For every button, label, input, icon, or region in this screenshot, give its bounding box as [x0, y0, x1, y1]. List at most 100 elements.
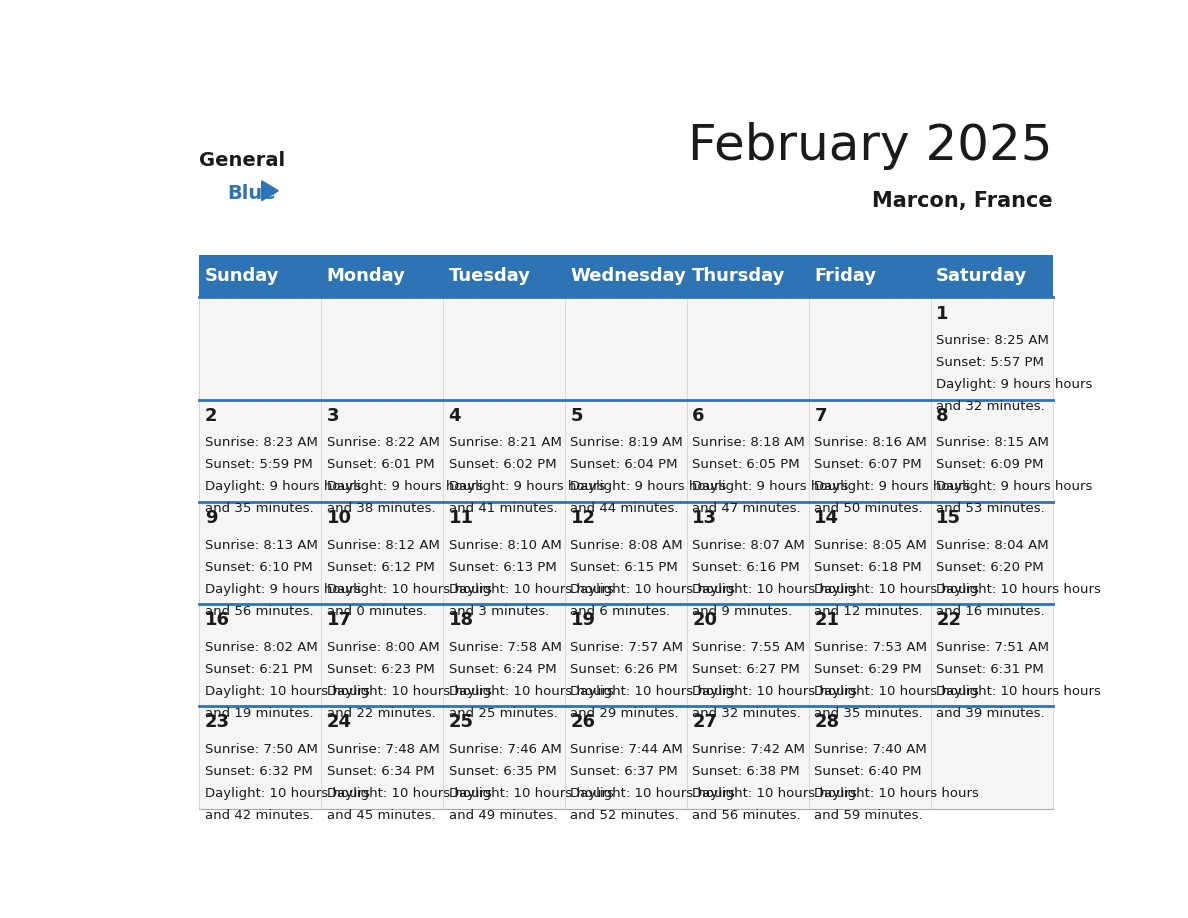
Text: General: General: [200, 151, 285, 170]
Text: and 29 minutes.: and 29 minutes.: [570, 707, 680, 720]
Text: Daylight: 9 hours hours: Daylight: 9 hours hours: [936, 480, 1093, 493]
Bar: [809, 604, 930, 706]
Text: Sunrise: 7:44 AM: Sunrise: 7:44 AM: [570, 743, 683, 756]
Text: Sunset: 6:21 PM: Sunset: 6:21 PM: [204, 663, 312, 676]
Text: Daylight: 10 hours hours: Daylight: 10 hours hours: [693, 787, 858, 800]
Text: Saturday: Saturday: [936, 267, 1028, 285]
Text: 9: 9: [204, 509, 217, 527]
Text: Daylight: 10 hours hours: Daylight: 10 hours hours: [570, 787, 735, 800]
Text: and 12 minutes.: and 12 minutes.: [814, 605, 923, 618]
Text: 26: 26: [570, 713, 595, 732]
Text: and 35 minutes.: and 35 minutes.: [204, 502, 314, 515]
Text: Daylight: 9 hours hours: Daylight: 9 hours hours: [327, 480, 484, 493]
Text: 25: 25: [449, 713, 474, 732]
Text: 4: 4: [449, 407, 461, 425]
Text: Sunset: 6:29 PM: Sunset: 6:29 PM: [814, 663, 922, 676]
Text: Sunset: 6:31 PM: Sunset: 6:31 PM: [936, 663, 1044, 676]
Text: 16: 16: [204, 611, 229, 629]
Text: Blue: Blue: [227, 185, 276, 204]
Text: and 56 minutes.: and 56 minutes.: [204, 605, 314, 618]
Bar: [930, 297, 1053, 399]
Text: 15: 15: [936, 509, 961, 527]
Text: Sunrise: 8:16 AM: Sunrise: 8:16 AM: [814, 436, 927, 450]
Text: Sunrise: 8:07 AM: Sunrise: 8:07 AM: [693, 539, 805, 552]
Text: Sunrise: 7:48 AM: Sunrise: 7:48 AM: [327, 743, 440, 756]
Text: 14: 14: [814, 509, 839, 527]
Text: 8: 8: [936, 407, 949, 425]
Text: 18: 18: [449, 611, 474, 629]
Bar: [565, 706, 687, 809]
Text: February 2025: February 2025: [688, 122, 1053, 170]
Text: and 41 minutes.: and 41 minutes.: [449, 502, 557, 515]
Text: and 53 minutes.: and 53 minutes.: [936, 502, 1045, 515]
Text: Sunrise: 8:10 AM: Sunrise: 8:10 AM: [449, 539, 561, 552]
Bar: [443, 706, 565, 809]
Text: 12: 12: [570, 509, 595, 527]
Text: Daylight: 10 hours hours: Daylight: 10 hours hours: [693, 583, 858, 596]
Polygon shape: [261, 181, 278, 201]
Text: Daylight: 10 hours hours: Daylight: 10 hours hours: [204, 685, 369, 698]
Bar: [930, 399, 1053, 502]
Bar: [443, 502, 565, 604]
Bar: [565, 297, 687, 399]
Text: 11: 11: [449, 509, 474, 527]
Text: Sunrise: 7:46 AM: Sunrise: 7:46 AM: [449, 743, 561, 756]
Text: Sunset: 6:12 PM: Sunset: 6:12 PM: [327, 561, 435, 574]
Text: Wednesday: Wednesday: [570, 267, 687, 285]
Text: and 50 minutes.: and 50 minutes.: [814, 502, 923, 515]
Text: 7: 7: [814, 407, 827, 425]
Text: Sunset: 6:09 PM: Sunset: 6:09 PM: [936, 458, 1044, 472]
Text: and 32 minutes.: and 32 minutes.: [936, 400, 1045, 413]
Text: Sunset: 6:40 PM: Sunset: 6:40 PM: [814, 765, 922, 778]
Bar: [930, 604, 1053, 706]
Text: Daylight: 9 hours hours: Daylight: 9 hours hours: [204, 583, 361, 596]
Text: Sunset: 6:38 PM: Sunset: 6:38 PM: [693, 765, 800, 778]
Bar: [809, 502, 930, 604]
Text: Sunset: 6:04 PM: Sunset: 6:04 PM: [570, 458, 678, 472]
Text: Sunrise: 7:57 AM: Sunrise: 7:57 AM: [570, 641, 683, 654]
Text: and 9 minutes.: and 9 minutes.: [693, 605, 792, 618]
Text: Daylight: 9 hours hours: Daylight: 9 hours hours: [936, 378, 1093, 391]
Text: and 6 minutes.: and 6 minutes.: [570, 605, 670, 618]
Bar: [930, 502, 1053, 604]
Text: Sunrise: 8:19 AM: Sunrise: 8:19 AM: [570, 436, 683, 450]
Text: Daylight: 10 hours hours: Daylight: 10 hours hours: [327, 685, 492, 698]
Bar: [687, 297, 809, 399]
Text: 20: 20: [693, 611, 718, 629]
Bar: [200, 706, 321, 809]
Text: Sunset: 6:13 PM: Sunset: 6:13 PM: [449, 561, 556, 574]
Text: and 35 minutes.: and 35 minutes.: [814, 707, 923, 720]
Text: Sunset: 6:34 PM: Sunset: 6:34 PM: [327, 765, 435, 778]
Bar: [930, 706, 1053, 809]
Text: Marcon, France: Marcon, France: [872, 191, 1053, 210]
Text: Sunset: 6:37 PM: Sunset: 6:37 PM: [570, 765, 678, 778]
Text: and 56 minutes.: and 56 minutes.: [693, 809, 801, 822]
Text: and 0 minutes.: and 0 minutes.: [327, 605, 426, 618]
Text: Sunset: 6:05 PM: Sunset: 6:05 PM: [693, 458, 800, 472]
Text: Sunrise: 8:22 AM: Sunrise: 8:22 AM: [327, 436, 440, 450]
Text: Sunrise: 8:05 AM: Sunrise: 8:05 AM: [814, 539, 927, 552]
Text: Daylight: 10 hours hours: Daylight: 10 hours hours: [204, 787, 369, 800]
Text: Sunrise: 7:51 AM: Sunrise: 7:51 AM: [936, 641, 1049, 654]
Bar: [321, 297, 443, 399]
Text: Daylight: 10 hours hours: Daylight: 10 hours hours: [327, 787, 492, 800]
Bar: [809, 297, 930, 399]
Text: and 47 minutes.: and 47 minutes.: [693, 502, 801, 515]
Text: Daylight: 10 hours hours: Daylight: 10 hours hours: [814, 787, 979, 800]
Bar: [200, 604, 321, 706]
Text: and 3 minutes.: and 3 minutes.: [449, 605, 549, 618]
Text: Sunrise: 8:02 AM: Sunrise: 8:02 AM: [204, 641, 317, 654]
Text: Sunrise: 8:21 AM: Sunrise: 8:21 AM: [449, 436, 562, 450]
Text: Sunset: 6:35 PM: Sunset: 6:35 PM: [449, 765, 556, 778]
Text: Daylight: 9 hours hours: Daylight: 9 hours hours: [814, 480, 971, 493]
Text: Sunset: 6:27 PM: Sunset: 6:27 PM: [693, 663, 801, 676]
Bar: [687, 604, 809, 706]
Text: 6: 6: [693, 407, 704, 425]
Bar: [200, 502, 321, 604]
Text: Sunrise: 8:18 AM: Sunrise: 8:18 AM: [693, 436, 805, 450]
Text: Sunset: 6:01 PM: Sunset: 6:01 PM: [327, 458, 435, 472]
Text: 17: 17: [327, 611, 352, 629]
Text: Sunday: Sunday: [204, 267, 279, 285]
Text: Daylight: 10 hours hours: Daylight: 10 hours hours: [814, 685, 979, 698]
Text: Sunrise: 8:15 AM: Sunrise: 8:15 AM: [936, 436, 1049, 450]
